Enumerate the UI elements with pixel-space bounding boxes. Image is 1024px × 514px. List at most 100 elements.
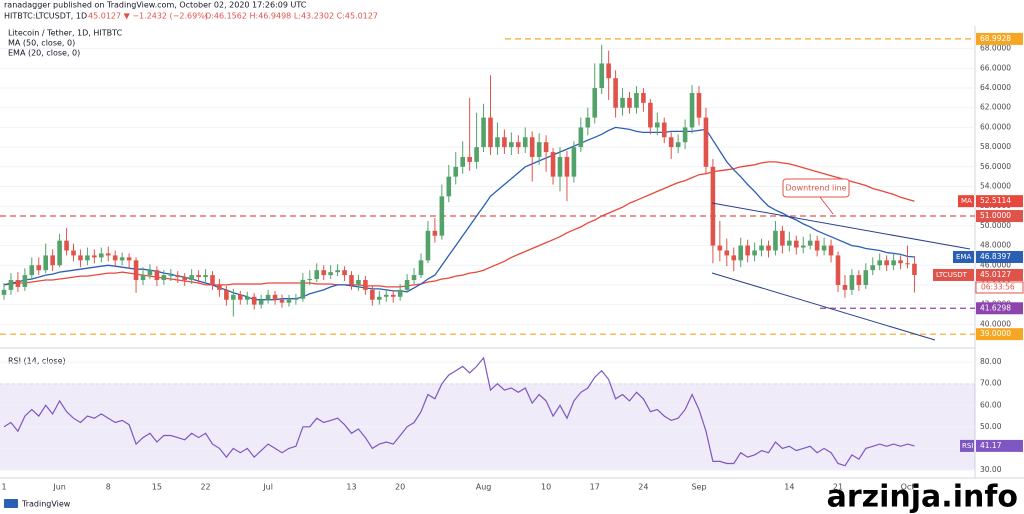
rsi-tag: [976, 439, 1023, 452]
candle-body: [661, 122, 667, 138]
y-tick-label: 46.0000: [980, 260, 1011, 269]
rsi-line: [3, 356, 915, 467]
candle-body: [745, 245, 750, 256]
candle-body: [724, 250, 730, 256]
candle-body: [696, 92, 702, 118]
candle-body: [509, 142, 514, 148]
y-tick-label: 64.0000: [980, 83, 1011, 92]
countdown-tag: [975, 281, 1024, 294]
rsi-tag-label: 41.17: [980, 441, 1002, 450]
candle-body: [703, 117, 709, 167]
candle-body: [258, 299, 264, 305]
symbol: HITBTC:LTCUSDT, 1D: [4, 12, 87, 21]
candle-body: [668, 137, 674, 148]
candle-body: [856, 275, 862, 285]
candle-body: [36, 265, 42, 271]
rsi-title: RSI (14, close): [8, 357, 66, 366]
candle-body: [522, 137, 528, 148]
candle-body: [293, 298, 299, 300]
candle-body: [627, 97, 632, 108]
logo: [4, 499, 18, 508]
candle-body: [231, 294, 236, 300]
price-tag-label: 51.0000: [980, 211, 1011, 220]
candle-body: [689, 92, 695, 128]
candle-body: [175, 275, 181, 278]
x-tick-label: 20: [395, 483, 405, 492]
y-tick-label: 54.0000: [980, 182, 1011, 191]
candle-body: [217, 284, 222, 290]
candle-body: [842, 284, 848, 290]
name-tag-label: MA: [961, 197, 972, 205]
candle-body: [119, 257, 125, 261]
candle-body: [161, 275, 167, 281]
y-tick-label: 30.00: [980, 465, 1002, 474]
x-tick-label: Oct: [901, 483, 915, 492]
x-tick-label: 17: [590, 483, 600, 492]
candle-body: [495, 137, 500, 148]
x-tick-label: 24: [638, 483, 648, 492]
candle-body: [105, 253, 111, 256]
price-tag: [976, 302, 1023, 315]
candle-body: [467, 156, 472, 162]
candle-body: [759, 245, 764, 251]
candle-body: [814, 240, 820, 251]
candle-body: [64, 240, 69, 251]
candle-body: [203, 275, 208, 278]
x-tick-label: 8: [106, 483, 111, 492]
annotation: Downtrend line: [786, 184, 847, 193]
name-tag: [958, 195, 974, 208]
publisher: ranadagger published on TradingView.com,…: [4, 1, 307, 10]
candle-body: [22, 275, 28, 287]
price-tag-label: 46.8397: [980, 252, 1011, 261]
candle-body: [766, 245, 771, 251]
candle-body: [411, 275, 417, 281]
candle-body: [863, 270, 869, 285]
candle-body: [578, 127, 584, 148]
candle-body: [794, 240, 799, 248]
candle-body: [1, 289, 7, 295]
candle-body: [529, 137, 535, 157]
price-tag: [976, 328, 1023, 341]
y-tick-label: 80.00: [980, 357, 1002, 366]
price-tag-label: 45.0127: [980, 270, 1011, 279]
candle-body: [675, 142, 681, 148]
callout-pointer: [819, 196, 834, 215]
candle-body: [147, 270, 153, 276]
candle-body: [564, 156, 570, 177]
candle-body: [780, 230, 785, 246]
chart-title: Litecoin / Tether, 1D, HITBTC: [8, 29, 123, 38]
candle-body: [335, 270, 340, 273]
candle-body: [599, 63, 604, 89]
candle-body: [342, 270, 347, 276]
candle-body: [154, 270, 160, 281]
candle-body: [800, 245, 806, 248]
candle-body: [648, 102, 653, 128]
price-tag: [976, 210, 1023, 223]
candle-body: [314, 270, 320, 280]
candle-body: [905, 263, 910, 265]
candle-body: [92, 255, 97, 258]
price-tag: [976, 250, 1023, 263]
candle-body: [620, 97, 625, 108]
candle-body: [585, 117, 591, 128]
x-tick-label: Jun: [52, 483, 66, 492]
candle-body: [738, 245, 743, 261]
candle-body: [571, 147, 577, 177]
watermark: arzinja.info: [827, 480, 1018, 514]
plot: 40.000042.000044.000046.000048.000050.00…: [0, 32, 1024, 492]
candle-body: [8, 280, 14, 290]
candle-body: [550, 152, 556, 177]
candle-body: [912, 263, 917, 275]
rsi-name-tag: [960, 439, 974, 452]
candle-body: [557, 156, 563, 177]
candle-body: [634, 92, 639, 108]
x-tick-label: Sep: [691, 483, 706, 492]
price-tag-label: 41.6298: [980, 303, 1011, 312]
candle-body: [71, 250, 76, 256]
candle-body: [516, 142, 521, 148]
candle-body: [328, 272, 333, 276]
candle-body: [849, 275, 855, 290]
candle-body: [168, 275, 174, 277]
candle-body: [474, 147, 479, 162]
candle-body: [877, 260, 882, 266]
